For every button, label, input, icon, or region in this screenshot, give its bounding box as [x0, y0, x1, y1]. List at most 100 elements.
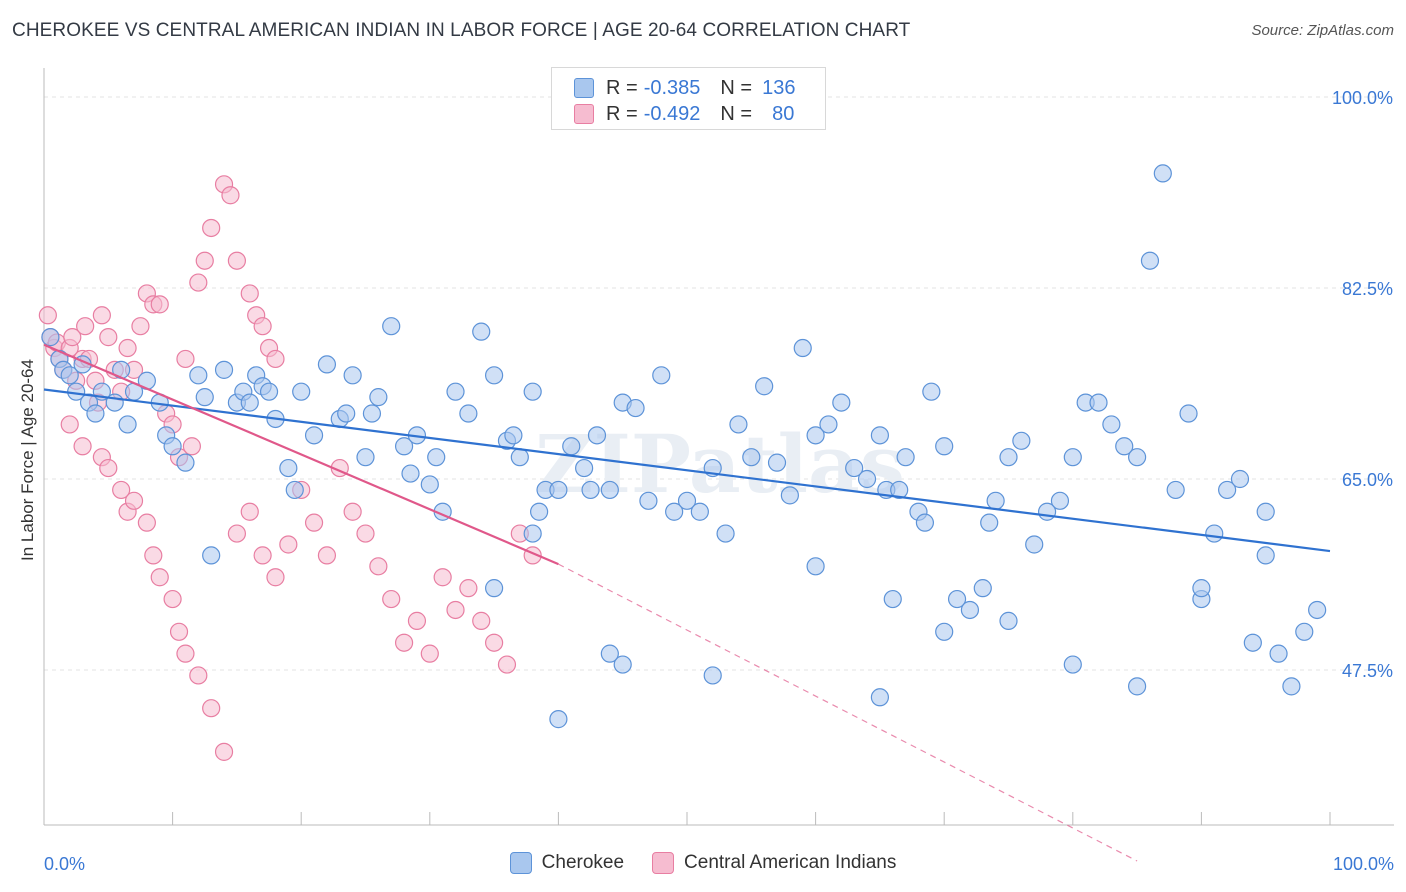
cherokee-point	[1089, 393, 1108, 412]
cherokee-point	[1256, 502, 1275, 521]
cherokee-trendline	[43, 388, 1331, 553]
cai-point	[221, 186, 240, 205]
cai-point	[266, 349, 285, 369]
cai-point	[176, 349, 195, 369]
legend-label: Cherokee	[541, 852, 625, 873]
cai-point	[227, 524, 246, 543]
cherokee-point	[420, 475, 439, 494]
cherokee-point	[652, 366, 671, 385]
cherokee-point	[845, 458, 864, 478]
cai-point	[317, 546, 337, 565]
cai-point	[343, 502, 362, 521]
cai-trendline	[43, 343, 559, 566]
cherokee-point	[922, 382, 941, 401]
cherokee-point	[980, 513, 999, 532]
cherokee-point	[665, 502, 684, 521]
cherokee-point	[1243, 633, 1262, 652]
cai-point	[433, 568, 452, 587]
cherokee-point	[587, 426, 607, 445]
cherokee-point	[890, 480, 909, 500]
n-value: 136	[762, 76, 796, 99]
r-label: R =	[606, 102, 638, 125]
cherokee-point	[986, 491, 1005, 510]
cherokee-point	[870, 426, 890, 445]
series-legend: Cherokee Central American Indians	[0, 852, 1406, 874]
cherokee-point	[870, 688, 890, 707]
cai-point	[195, 251, 214, 270]
cherokee-point	[1269, 644, 1288, 663]
cherokee-point	[202, 546, 221, 565]
cherokee-point	[562, 437, 581, 456]
cai-swatch	[652, 852, 675, 874]
cherokee-point	[279, 458, 298, 478]
cherokee-point	[960, 600, 980, 620]
cherokee-point	[600, 644, 619, 663]
cai-point	[485, 633, 504, 652]
cherokee-swatch	[574, 78, 594, 98]
r-label: R =	[606, 76, 638, 99]
source-credit: Source: ZipAtlas.com	[1251, 22, 1394, 39]
cherokee-point	[947, 589, 967, 609]
cherokee-point	[1127, 448, 1147, 467]
y-tick-label: 47.5%	[1342, 661, 1393, 681]
cai-point	[73, 437, 92, 456]
cherokee-point	[896, 448, 915, 467]
cai-point	[144, 546, 163, 565]
cherokee-point	[401, 464, 420, 483]
cai-point	[76, 317, 95, 336]
cherokee-point	[1192, 579, 1211, 598]
cai-point	[202, 699, 221, 718]
chart-title: CHEROKEE VS CENTRAL AMERICAN INDIAN IN L…	[12, 20, 911, 41]
cai-point	[446, 600, 465, 620]
legend-item-central-american-indians[interactable]: Central American Indians	[652, 852, 896, 874]
cai-point	[63, 328, 82, 347]
cherokee-point	[883, 589, 902, 609]
y-axis-label: In Labor Force | Age 20-64	[18, 359, 37, 561]
cherokee-point	[703, 666, 722, 685]
cherokee-point	[382, 317, 401, 336]
cai-point	[150, 295, 169, 314]
cherokee-point	[504, 426, 523, 445]
cherokee-point	[362, 404, 382, 423]
cherokee-point	[677, 491, 697, 510]
cherokee-point	[1282, 677, 1301, 696]
y-tick-label: 82.5%	[1342, 279, 1393, 299]
cherokee-point	[530, 502, 549, 521]
y-tick-label: 100.0%	[1332, 88, 1393, 108]
cherokee-point	[742, 448, 761, 467]
legend-item-cherokee[interactable]: Cherokee	[509, 852, 625, 874]
cai-point	[202, 218, 221, 238]
cai-point	[240, 502, 259, 521]
cherokee-point	[1063, 448, 1082, 467]
cai-point	[150, 568, 169, 587]
cherokee-point	[1218, 480, 1237, 500]
cherokee-point	[857, 469, 877, 489]
cai-point	[420, 644, 439, 663]
cherokee-point	[780, 486, 799, 505]
cherokee-point	[472, 322, 491, 341]
cai-point	[38, 306, 57, 325]
cherokee-point	[806, 426, 825, 445]
cherokee-point	[1140, 251, 1160, 270]
cherokee-point	[195, 388, 214, 407]
cai-point	[497, 655, 517, 674]
cherokee-point	[337, 404, 356, 423]
cai-point	[163, 589, 182, 609]
cherokee-point	[41, 328, 60, 347]
cai-point	[214, 742, 234, 761]
cherokee-point	[806, 557, 825, 576]
cherokee-point	[189, 366, 208, 385]
cherokee-point	[1025, 535, 1044, 554]
cai-point	[266, 568, 285, 587]
cherokee-point	[1205, 524, 1224, 543]
cherokee-point	[716, 524, 735, 543]
x-tick-label: 0.0%	[44, 854, 85, 874]
cherokee-point	[176, 453, 195, 472]
cherokee-point	[459, 404, 478, 423]
cherokee-swatch	[509, 852, 532, 874]
cai-point	[240, 284, 259, 303]
cai-point	[118, 338, 137, 358]
n-label: N =	[720, 76, 753, 99]
cherokee-point	[999, 611, 1018, 630]
